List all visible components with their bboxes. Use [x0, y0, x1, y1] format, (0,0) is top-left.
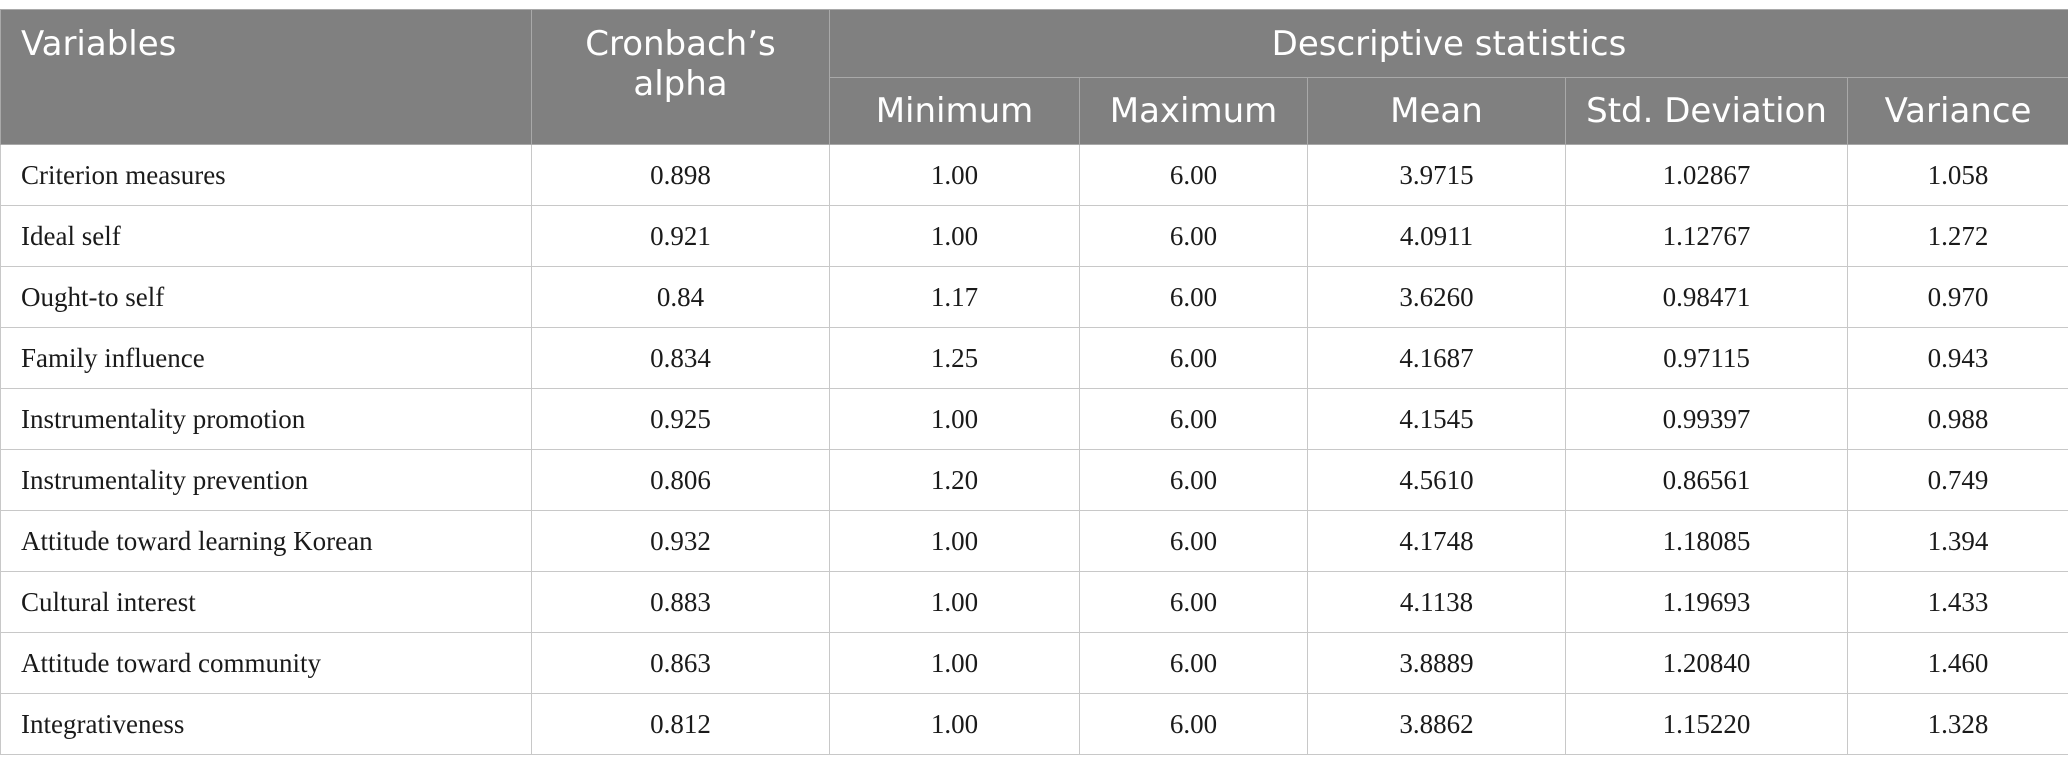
variance-cell: 1.328	[1847, 693, 2068, 755]
table-row: Ideal self 0.921 1.00 6.00 4.0911 1.1276…	[0, 205, 2068, 267]
variable-cell: Attitude toward community	[0, 632, 532, 694]
std-deviation-cell: 1.20840	[1565, 632, 1848, 694]
minimum-cell: 1.20	[829, 449, 1080, 511]
maximum-cell: 6.00	[1079, 205, 1308, 267]
maximum-cell: 6.00	[1079, 693, 1308, 755]
mean-cell: 4.5610	[1307, 449, 1566, 511]
mean-cell: 4.1138	[1307, 571, 1566, 633]
variance-cell: 1.272	[1847, 205, 2068, 267]
maximum-cell: 6.00	[1079, 571, 1308, 633]
mean-cell: 3.8889	[1307, 632, 1566, 694]
variance-header: Variance	[1847, 77, 2068, 145]
maximum-cell: 6.00	[1079, 449, 1308, 511]
std-deviation-cell: 1.02867	[1565, 144, 1848, 206]
variable-cell: Ideal self	[0, 205, 532, 267]
table-row: Cultural interest 0.883 1.00 6.00 4.1138…	[0, 571, 2068, 633]
alpha-cell: 0.921	[531, 205, 830, 267]
minimum-cell: 1.17	[829, 266, 1080, 328]
alpha-cell: 0.863	[531, 632, 830, 694]
descriptive-statistics-table: Variables Cronbach’s alpha Descriptive st…	[0, 9, 2068, 755]
table-body: Criterion measures 0.898 1.00 6.00 3.971…	[0, 144, 2068, 755]
minimum-header: Minimum	[829, 77, 1080, 145]
maximum-header: Maximum	[1079, 77, 1308, 145]
std-deviation-cell: 0.97115	[1565, 327, 1848, 389]
variance-cell: 1.058	[1847, 144, 2068, 206]
minimum-cell: 1.00	[829, 571, 1080, 633]
variance-cell: 0.988	[1847, 388, 2068, 450]
variance-cell: 0.943	[1847, 327, 2068, 389]
std-deviation-cell: 0.98471	[1565, 266, 1848, 328]
std-deviation-cell: 0.86561	[1565, 449, 1848, 511]
variable-cell: Family influence	[0, 327, 532, 389]
variance-cell: 1.394	[1847, 510, 2068, 572]
maximum-cell: 6.00	[1079, 510, 1308, 572]
table-row: Instrumentality promotion 0.925 1.00 6.0…	[0, 388, 2068, 450]
maximum-cell: 6.00	[1079, 266, 1308, 328]
mean-cell: 3.6260	[1307, 266, 1566, 328]
maximum-cell: 6.00	[1079, 327, 1308, 389]
table-row: Criterion measures 0.898 1.00 6.00 3.971…	[0, 144, 2068, 206]
std-deviation-cell: 1.18085	[1565, 510, 1848, 572]
alpha-cell: 0.883	[531, 571, 830, 633]
mean-cell: 4.1748	[1307, 510, 1566, 572]
maximum-cell: 6.00	[1079, 632, 1308, 694]
table-row: Ought-to self 0.84 1.17 6.00 3.6260 0.98…	[0, 266, 2068, 328]
alpha-cell: 0.932	[531, 510, 830, 572]
std-deviation-cell: 1.15220	[1565, 693, 1848, 755]
std-deviation-cell: 1.19693	[1565, 571, 1848, 633]
alpha-cell: 0.925	[531, 388, 830, 450]
maximum-cell: 6.00	[1079, 144, 1308, 206]
cronbach-alpha-header: Cronbach’s alpha	[531, 9, 830, 145]
variable-cell: Instrumentality prevention	[0, 449, 532, 511]
mean-header: Mean	[1307, 77, 1566, 145]
mean-cell: 4.1545	[1307, 388, 1566, 450]
std-deviation-cell: 0.99397	[1565, 388, 1848, 450]
variable-cell: Integrativeness	[0, 693, 532, 755]
alpha-header-line2: alpha	[633, 64, 728, 104]
minimum-cell: 1.00	[829, 693, 1080, 755]
minimum-cell: 1.25	[829, 327, 1080, 389]
variable-cell: Attitude toward learning Korean	[0, 510, 532, 572]
variance-cell: 0.970	[1847, 266, 2068, 328]
mean-cell: 4.0911	[1307, 205, 1566, 267]
variance-cell: 1.460	[1847, 632, 2068, 694]
variable-cell: Criterion measures	[0, 144, 532, 206]
alpha-cell: 0.898	[531, 144, 830, 206]
minimum-cell: 1.00	[829, 632, 1080, 694]
mean-cell: 3.8862	[1307, 693, 1566, 755]
table-header: Variables Cronbach’s alpha Descriptive st…	[0, 9, 2068, 145]
table-row: Instrumentality prevention 0.806 1.20 6.…	[0, 449, 2068, 511]
descriptive-statistics-header: Descriptive statistics	[829, 9, 2068, 78]
alpha-cell: 0.84	[531, 266, 830, 328]
alpha-cell: 0.834	[531, 327, 830, 389]
maximum-cell: 6.00	[1079, 388, 1308, 450]
alpha-cell: 0.806	[531, 449, 830, 511]
std-deviation-header: Std. Deviation	[1565, 77, 1848, 145]
alpha-header-line1: Cronbach’s	[585, 24, 776, 64]
mean-cell: 4.1687	[1307, 327, 1566, 389]
minimum-cell: 1.00	[829, 388, 1080, 450]
table-row: Integrativeness 0.812 1.00 6.00 3.8862 1…	[0, 693, 2068, 755]
std-deviation-cell: 1.12767	[1565, 205, 1848, 267]
variables-header: Variables	[0, 9, 532, 145]
variance-cell: 1.433	[1847, 571, 2068, 633]
variance-cell: 0.749	[1847, 449, 2068, 511]
mean-cell: 3.9715	[1307, 144, 1566, 206]
variable-cell: Ought-to self	[0, 266, 532, 328]
variable-cell: Cultural interest	[0, 571, 532, 633]
alpha-cell: 0.812	[531, 693, 830, 755]
minimum-cell: 1.00	[829, 510, 1080, 572]
table-row: Family influence 0.834 1.25 6.00 4.1687 …	[0, 327, 2068, 389]
table-row: Attitude toward learning Korean 0.932 1.…	[0, 510, 2068, 572]
minimum-cell: 1.00	[829, 205, 1080, 267]
table-row: Attitude toward community 0.863 1.00 6.0…	[0, 632, 2068, 694]
variable-cell: Instrumentality promotion	[0, 388, 532, 450]
minimum-cell: 1.00	[829, 144, 1080, 206]
